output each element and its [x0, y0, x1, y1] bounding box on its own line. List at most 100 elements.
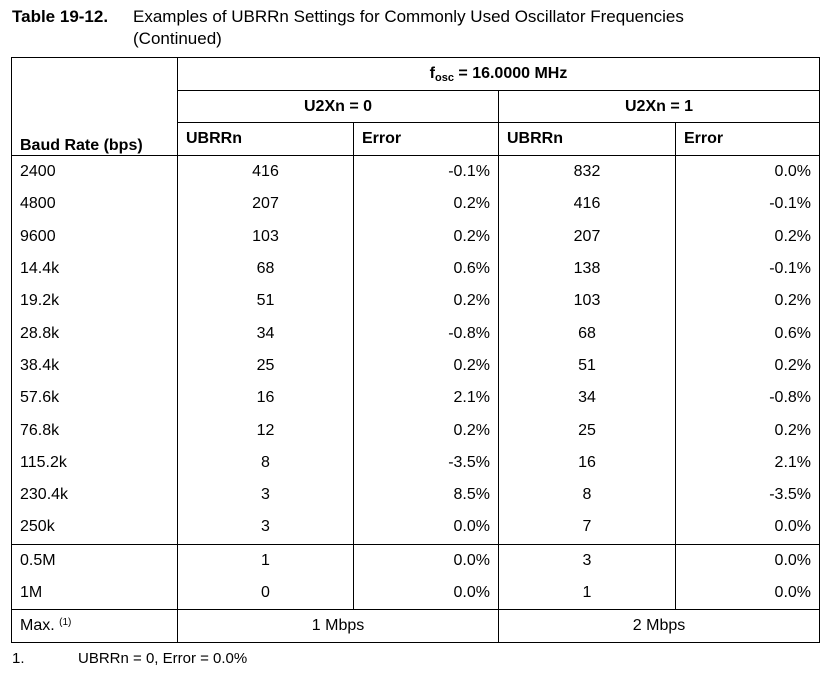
- u2x0-error-cell: 0.2%: [353, 285, 499, 318]
- u2x1-ubrr-cell: 103: [498, 285, 676, 318]
- u2x0-ubrr-cell: 416: [177, 155, 354, 189]
- u2x0-ubrr-cell: 8: [177, 446, 354, 479]
- u2x0-error-cell: 8.5%: [353, 478, 499, 512]
- u2x0-ubrr-cell: 103: [177, 220, 354, 253]
- u2x1-error-cell: 0.0%: [674, 576, 821, 610]
- u2x1-ubrr-header: UBRRn: [498, 122, 676, 156]
- baud-rate-cell: 9600: [11, 220, 178, 253]
- u2x1-ubrr-cell: 8: [498, 478, 676, 512]
- u2x1-ubrr-cell: 3: [498, 543, 676, 577]
- u2x0-error-cell: 0.6%: [353, 252, 499, 286]
- u2x0-ubrr-cell: 25: [177, 349, 354, 383]
- baud-rate-cell: 38.4k: [11, 349, 178, 383]
- table-row: 38.4k 25 0.2% 51 0.2%: [11, 349, 821, 383]
- u2x1-error-cell: 0.2%: [674, 414, 821, 447]
- u2x0-ubrr-cell: 16: [177, 382, 354, 415]
- u2x0-ubrr-cell: 0: [177, 576, 354, 610]
- baud-rate-cell: 28.8k: [11, 317, 178, 350]
- u2x1-error-cell: 0.2%: [674, 220, 821, 253]
- u2x0-error-cell: 2.1%: [353, 382, 499, 415]
- u2x1-ubrr-cell: 68: [498, 317, 676, 350]
- table-row: 2400 416 -0.1% 832 0.0%: [11, 155, 821, 189]
- baud-rate-cell: 115.2k: [11, 446, 178, 479]
- baud-rate-cell: 250k: [11, 511, 178, 545]
- u2x1-error-cell: -0.8%: [674, 382, 821, 415]
- baud-rate-cell: 76.8k: [11, 414, 178, 447]
- u2x1-ubrr-cell: 25: [498, 414, 676, 447]
- u2x1-ubrr-cell: 7: [498, 511, 676, 545]
- u2x0-error-cell: -0.8%: [353, 317, 499, 350]
- u2x1-ubrr-cell: 832: [498, 155, 676, 189]
- table-row: 9600 103 0.2% 207 0.2%: [11, 220, 821, 253]
- u2x0-ubrr-cell: 3: [177, 478, 354, 512]
- u2x1-ubrr-cell: 1: [498, 576, 676, 610]
- u2x0-ubrr-cell: 34: [177, 317, 354, 350]
- baud-rate-cell: 230.4k: [11, 478, 178, 512]
- table-body: 2400 416 -0.1% 832 0.0% 4800 207 0.2% 416 -0.1% 96…: [11, 155, 821, 644]
- u2x0-ubrr-header: UBRRn: [177, 122, 354, 156]
- u2x0-ubrr-cell: 3: [177, 511, 354, 545]
- footnote-number: 1.: [12, 650, 25, 667]
- table-row: 57.6k 16 2.1% 34 -0.8%: [11, 382, 821, 415]
- u2x1-error-cell: 0.2%: [674, 285, 821, 318]
- u2x1-ubrr-cell: 16: [498, 446, 676, 479]
- max-label: Max.: [20, 617, 55, 635]
- table-row: 14.4k 68 0.6% 138 -0.1%: [11, 252, 821, 286]
- u2x0-ubrr-cell: 207: [177, 188, 354, 221]
- max-row: Max. (1) 1 Mbps 2 Mbps: [11, 609, 821, 644]
- baud-rate-cell: 14.4k: [11, 252, 178, 286]
- u2x0-error-header: Error: [353, 122, 499, 156]
- max-label-cell: Max. (1): [11, 609, 178, 644]
- table-row: 76.8k 12 0.2% 25 0.2%: [11, 414, 821, 447]
- u2x1-error-cell: -3.5%: [674, 478, 821, 512]
- u2x0-error-cell: 0.2%: [353, 220, 499, 253]
- table-caption-continued: (Continued): [133, 29, 222, 48]
- footnote-text: UBRRn = 0, Error = 0.0%: [78, 650, 248, 667]
- u2x1-error-cell: 0.2%: [674, 349, 821, 383]
- baud-rate-cell: 19.2k: [11, 285, 178, 318]
- u2x1-header: U2Xn = 1: [497, 90, 821, 123]
- table-number: Table 19-12.: [12, 7, 109, 26]
- fosc-symbol: f: [429, 64, 435, 82]
- u2x1-error-cell: 0.0%: [674, 511, 821, 545]
- table-caption: Examples of UBRRn Settings for Commonly …: [133, 7, 684, 26]
- table-row: 4800 207 0.2% 416 -0.1%: [11, 188, 821, 221]
- u2x1-error-cell: 0.0%: [674, 155, 821, 189]
- table-row: 0.5M 1 0.0% 3 0.0%: [11, 543, 821, 577]
- footnote-reference: (1): [59, 617, 72, 629]
- table-row: 1M 0 0.0% 1 0.0%: [11, 576, 821, 610]
- u2x1-error-cell: 0.6%: [674, 317, 821, 350]
- u2x1-ubrr-cell: 34: [498, 382, 676, 415]
- fosc-value: = 16.0000 MHz: [453, 64, 568, 82]
- u2x0-error-cell: 0.2%: [353, 414, 499, 447]
- u2x0-error-cell: 0.0%: [353, 511, 499, 545]
- u2x1-max-cell: 2 Mbps: [497, 609, 821, 644]
- u2x1-error-cell: 0.0%: [674, 543, 821, 577]
- baud-rate-cell: 1M: [11, 576, 178, 610]
- u2x0-error-cell: 0.0%: [353, 576, 499, 610]
- table-row: 115.2k 8 -3.5% 16 2.1%: [11, 446, 821, 479]
- u2x0-header: U2Xn = 0: [177, 90, 499, 123]
- u2x1-error-cell: 2.1%: [674, 446, 821, 479]
- u2x0-error-cell: 0.2%: [353, 188, 499, 221]
- u2x1-ubrr-cell: 138: [498, 252, 676, 286]
- table-title: Table 19-12. Examples of UBRRn Settings f…: [12, 6, 684, 50]
- baud-rate-cell: 4800: [11, 188, 178, 221]
- baud-rate-cell: 57.6k: [11, 382, 178, 415]
- baud-rate-cell: 2400: [11, 155, 178, 189]
- u2x0-ubrr-cell: 1: [177, 543, 354, 577]
- u2x0-error-cell: 0.0%: [353, 543, 499, 577]
- table-row: 250k 3 0.0% 7 0.0%: [11, 511, 821, 545]
- u2x1-error-header: Error: [674, 122, 821, 156]
- ubrr-settings-table: Baud Rate (bps) fosc = 16.0000 MHz U2Xn …: [11, 57, 821, 644]
- table-row: 19.2k 51 0.2% 103 0.2%: [11, 285, 821, 318]
- u2x1-error-cell: -0.1%: [674, 252, 821, 286]
- table-row: 230.4k 3 8.5% 8 -3.5%: [11, 478, 821, 512]
- u2x1-ubrr-cell: 207: [498, 220, 676, 253]
- u2x1-error-cell: -0.1%: [674, 188, 821, 221]
- u2x0-ubrr-cell: 51: [177, 285, 354, 318]
- u2x0-ubrr-cell: 12: [177, 414, 354, 447]
- table-row: 28.8k 34 -0.8% 68 0.6%: [11, 317, 821, 350]
- u2x0-error-cell: -3.5%: [353, 446, 499, 479]
- baud-rate-cell: 0.5M: [11, 543, 178, 577]
